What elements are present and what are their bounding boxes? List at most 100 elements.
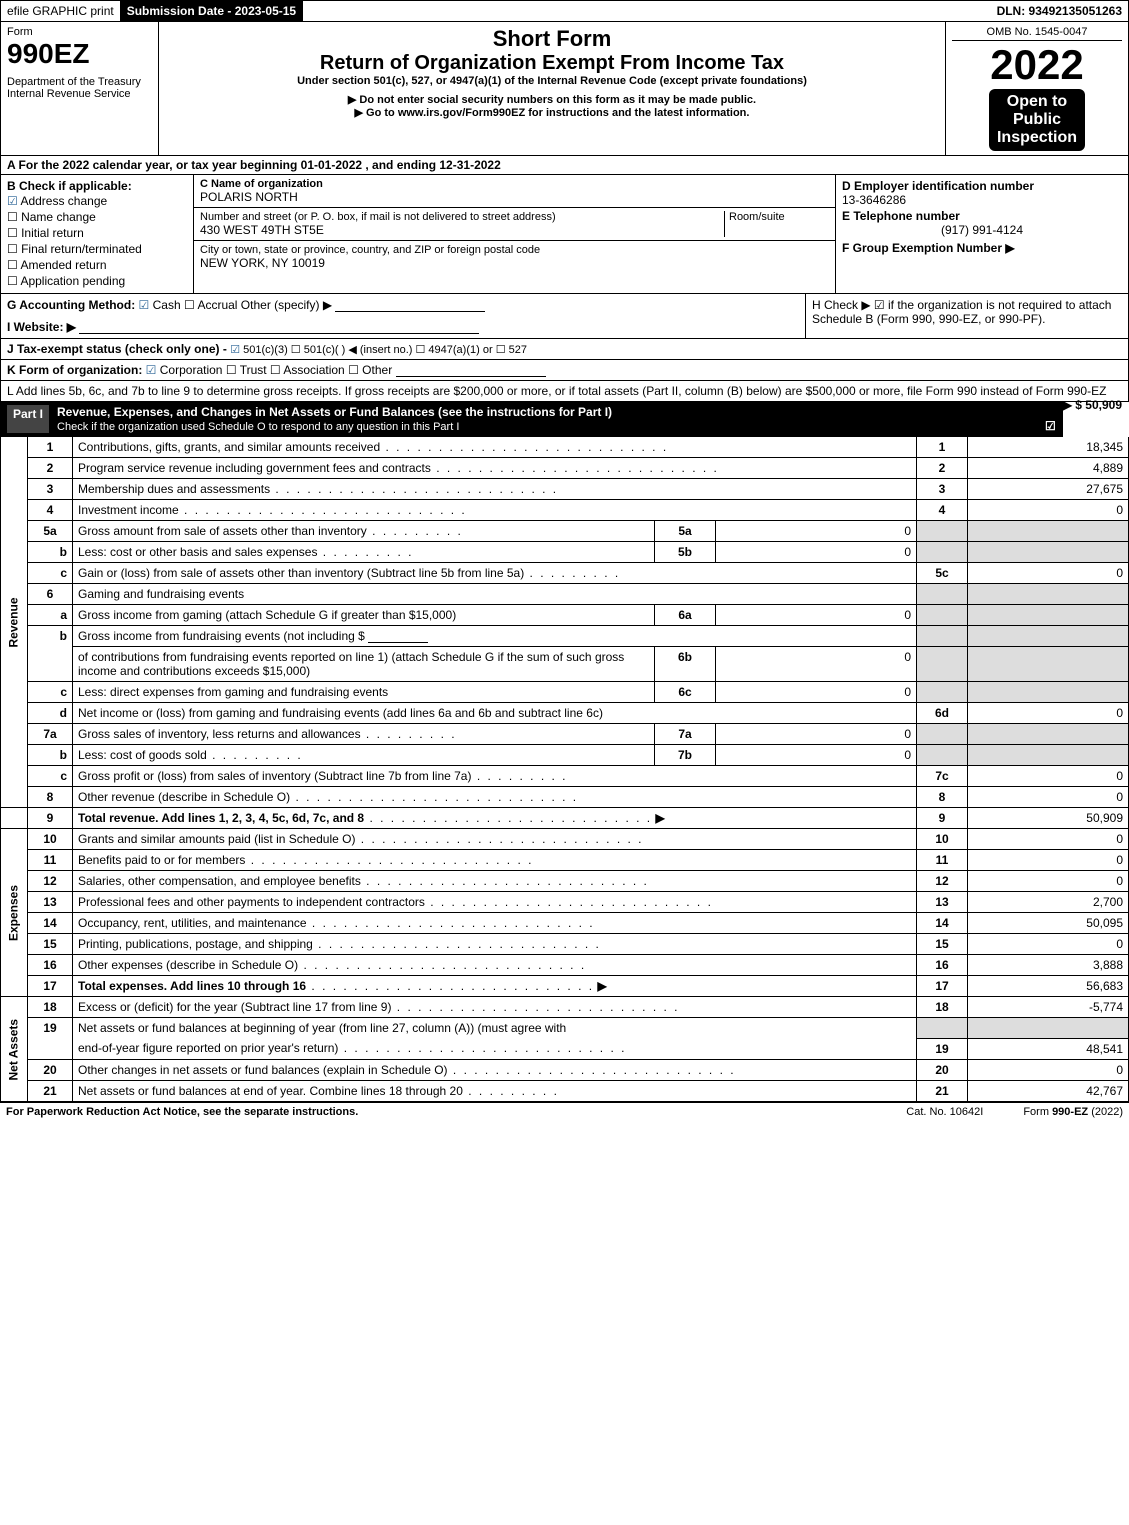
amt-21: 42,767	[968, 1080, 1129, 1101]
amt-7b: 0	[716, 745, 917, 766]
g-other: Other (specify) ▶	[241, 298, 332, 312]
top-bar: efile GRAPHIC print Submission Date - 20…	[0, 0, 1129, 22]
col-def: D Employer identification number 13-3646…	[836, 175, 1128, 293]
telephone: (917) 991-4124	[842, 223, 1122, 237]
col-c: C Name of organization POLARIS NORTH Num…	[194, 175, 836, 293]
street-address: 430 WEST 49TH ST5E	[200, 223, 724, 237]
amt-3: 27,675	[968, 479, 1129, 500]
form-version: Form 990-EZ (2022)	[1023, 1106, 1123, 1118]
cb-527[interactable]: 527	[496, 344, 527, 356]
amt-6b: 0	[716, 647, 917, 682]
section-gh: G Accounting Method: Cash Accrual Other …	[0, 294, 1129, 339]
amt-5a: 0	[716, 521, 917, 542]
part1-table: Revenue 1 Contributions, gifts, grants, …	[0, 437, 1129, 1102]
line-l: L Add lines 5b, 6c, and 7b to line 9 to …	[0, 381, 1129, 402]
city-state-zip: NEW YORK, NY 10019	[200, 256, 829, 270]
cb-other-org[interactable]: Other	[348, 363, 392, 377]
amt-7a: 0	[716, 724, 917, 745]
amt-9: 50,909	[968, 808, 1129, 829]
cb-initial-return[interactable]: Initial return	[7, 225, 187, 241]
form-990ez: efile GRAPHIC print Submission Date - 20…	[0, 0, 1129, 1121]
amt-2: 4,889	[968, 458, 1129, 479]
room-label: Room/suite	[729, 211, 829, 223]
tax-year: 2022	[952, 41, 1122, 89]
line-j: J Tax-exempt status (check only one) - 5…	[0, 339, 1129, 360]
open-inspection: Open to Public Inspection	[989, 89, 1085, 151]
cb-cash[interactable]: Cash	[139, 298, 181, 312]
b-label: B Check if applicable:	[7, 179, 187, 193]
cb-association[interactable]: Association	[270, 363, 345, 377]
part1-header: Part I Revenue, Expenses, and Changes in…	[0, 402, 1063, 437]
amt-6c: 0	[716, 682, 917, 703]
under-section: Under section 501(c), 527, or 4947(a)(1)…	[165, 75, 939, 87]
website-input[interactable]	[79, 321, 479, 334]
cb-amended-return[interactable]: Amended return	[7, 257, 187, 273]
col-b: B Check if applicable: Address change Na…	[1, 175, 194, 293]
i-label: I Website: ▶	[7, 320, 76, 334]
cb-501c[interactable]: 501(c)( ) ◀ (insert no.)	[291, 344, 413, 356]
cb-accrual[interactable]: Accrual	[184, 298, 237, 312]
amt-12: 0	[968, 871, 1129, 892]
amt-7c: 0	[968, 766, 1129, 787]
d-ein-label: D Employer identification number	[842, 179, 1122, 193]
amt-13: 2,700	[968, 892, 1129, 913]
cb-501c3[interactable]: 501(c)(3)	[230, 344, 288, 356]
amt-11: 0	[968, 850, 1129, 871]
ssn-warning: ▶ Do not enter social security numbers o…	[165, 93, 939, 106]
section-bcdef: B Check if applicable: Address change Na…	[0, 175, 1129, 294]
f-group-label: F Group Exemption Number ▶	[842, 241, 1122, 255]
amt-15: 0	[968, 934, 1129, 955]
h-text: H Check ▶ ☑ if the organization is not r…	[806, 294, 1128, 338]
amt-16: 3,888	[968, 955, 1129, 976]
amt-1: 18,345	[968, 437, 1129, 458]
form-word: Form	[7, 26, 152, 38]
g-other-input[interactable]	[335, 299, 485, 312]
amt-14: 50,095	[968, 913, 1129, 934]
amt-5c: 0	[968, 563, 1129, 584]
city-label: City or town, state or province, country…	[200, 244, 829, 256]
line-a: A For the 2022 calendar year, or tax yea…	[0, 156, 1129, 175]
amt-8: 0	[968, 787, 1129, 808]
line-k: K Form of organization: Corporation Trus…	[0, 360, 1129, 381]
amt-17: 56,683	[968, 976, 1129, 997]
ein: 13-3646286	[842, 193, 1122, 207]
spacer	[303, 1, 990, 21]
amt-6d: 0	[968, 703, 1129, 724]
amt-20: 0	[968, 1059, 1129, 1080]
cb-final-return[interactable]: Final return/terminated	[7, 241, 187, 257]
org-name: POLARIS NORTH	[200, 190, 829, 204]
revenue-label: Revenue	[1, 437, 28, 808]
amt-6a: 0	[716, 605, 917, 626]
form-header: Form 990EZ Department of the Treasury In…	[0, 22, 1129, 156]
cb-corporation[interactable]: Corporation	[146, 363, 223, 377]
efile-print[interactable]: efile GRAPHIC print	[1, 1, 121, 21]
amt-18: -5,774	[968, 997, 1129, 1018]
cb-application-pending[interactable]: Application pending	[7, 273, 187, 289]
e-tel-label: E Telephone number	[842, 209, 1122, 223]
expenses-label: Expenses	[1, 829, 28, 997]
amt-5b: 0	[716, 542, 917, 563]
g-label: G Accounting Method:	[7, 298, 135, 312]
main-title: Return of Organization Exempt From Incom…	[165, 52, 939, 75]
paperwork-notice: For Paperwork Reduction Act Notice, see …	[6, 1106, 358, 1118]
dln: DLN: 93492135051263	[991, 1, 1128, 21]
other-org-input[interactable]	[396, 364, 546, 377]
short-form-title: Short Form	[165, 26, 939, 52]
dept-treasury: Department of the Treasury	[7, 76, 152, 88]
cb-name-change[interactable]: Name change	[7, 209, 187, 225]
submission-date: Submission Date - 2023-05-15	[121, 1, 303, 21]
6b-contrib-input[interactable]	[368, 630, 428, 643]
footer: For Paperwork Reduction Act Notice, see …	[0, 1102, 1129, 1121]
net-assets-label: Net Assets	[1, 997, 28, 1102]
amt-10: 0	[968, 829, 1129, 850]
gross-receipts: ▶ $ 50,909	[1063, 398, 1122, 412]
c-name-label: C Name of organization	[200, 178, 829, 190]
omb-number: OMB No. 1545-0047	[952, 26, 1122, 41]
cb-4947[interactable]: 4947(a)(1) or	[416, 344, 493, 356]
cb-trust[interactable]: Trust	[226, 363, 267, 377]
cb-address-change[interactable]: Address change	[7, 193, 187, 209]
amt-19: 48,541	[968, 1038, 1129, 1059]
schedule-o-check[interactable]: ☑	[1045, 419, 1056, 433]
goto-link[interactable]: ▶ Go to www.irs.gov/Form990EZ for instru…	[165, 106, 939, 119]
irs-label: Internal Revenue Service	[7, 88, 152, 100]
